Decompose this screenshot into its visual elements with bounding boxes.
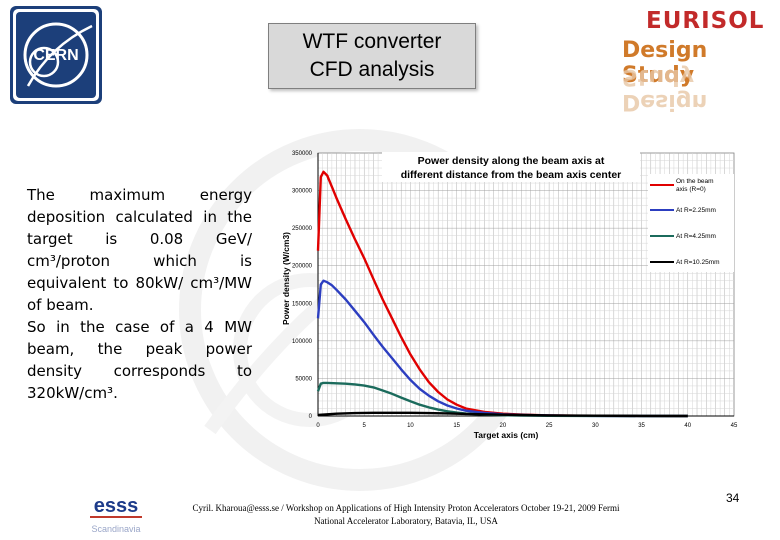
legend-label-1: On the beam (676, 178, 714, 185)
power-density-chart: 0 5 10 15 20 25 30 35 40 45 0 50000 100000 150000 2000… (281, 151, 738, 440)
legend-background (648, 174, 734, 272)
cern-logo: CERN (10, 6, 102, 104)
body-text: The maximum energy deposition calculated… (27, 184, 252, 404)
legend-label-1: axis (R=0) (676, 186, 706, 193)
body-paragraph-1: The maximum energy deposition calculated… (27, 186, 252, 314)
y-tick-label: 300000 (292, 189, 313, 195)
page-number: 34 (726, 491, 740, 505)
eurisol-logo-line-1: EURISOL (646, 8, 765, 34)
body-paragraph-2: So in the case of a 4 MW beam, the peak … (27, 318, 252, 402)
esss-logo: esss Scandinavia (90, 495, 142, 534)
y-tick-label: 350000 (292, 151, 313, 157)
x-tick-label: 25 (546, 423, 553, 429)
legend-label-2: At R=2.25mm (676, 207, 716, 214)
footer-line-1: Cyril. Kharoua@esss.se / Workshop on App… (192, 503, 620, 513)
footer-citation: Cyril. Kharoua@esss.se / Workshop on App… (146, 502, 666, 528)
eurisol-logo-line-2: Design Study (622, 38, 708, 88)
series-line-4 (317, 411, 688, 418)
x-tick-label: 0 (316, 423, 320, 429)
x-tick-label: 45 (731, 423, 738, 429)
x-tick-label: 40 (684, 423, 691, 429)
slide-title-line-1: WTF converter (302, 30, 442, 53)
eurisol-logo: EURISOL Design Study Design Study (618, 8, 768, 114)
esss-logo-text: esss (94, 495, 139, 517)
eurisol-logo-reflection: Design Study (622, 64, 708, 114)
x-tick-label: 30 (592, 423, 599, 429)
chart-title-background (382, 152, 640, 182)
y-tick-label: 100000 (292, 339, 313, 345)
slide-title-box: WTF converter CFD analysis (268, 23, 476, 89)
esss-logo-subtext: Scandinavia (91, 524, 140, 534)
y-tick-label: 200000 (292, 264, 313, 270)
chart-title-line-2: different distance from the beam axis ce… (401, 169, 622, 181)
slide-title-line-2: CFD analysis (309, 58, 435, 81)
y-tick-label: 0 (309, 414, 313, 420)
y-tick-label: 50000 (295, 376, 312, 382)
chart-ticks: 0 5 10 15 20 25 30 35 40 45 0 50000 100000 150000 2000… (281, 151, 738, 440)
footer-line-2: National Accelerator Laboratory, Batavia… (314, 516, 498, 526)
chart-series (316, 170, 688, 418)
y-axis-label: Power density (W/cm3) (281, 232, 291, 325)
legend-label-4: At R=10.25mm (676, 259, 720, 266)
cern-logo-text: CERN (33, 47, 78, 64)
x-tick-label: 5 (363, 423, 367, 429)
chart-title-line-1: Power density along the beam axis at (418, 155, 605, 167)
x-axis-label: Target axis (cm) (474, 430, 539, 440)
x-tick-label: 10 (407, 423, 414, 429)
y-tick-label: 150000 (292, 301, 313, 307)
x-tick-label: 35 (638, 423, 645, 429)
legend-label-3: At R=4.25mm (676, 233, 716, 240)
y-tick-label: 250000 (292, 226, 313, 232)
x-tick-label: 20 (500, 423, 507, 429)
chart-title-group: Power density along the beam axis at diff… (382, 152, 640, 182)
x-tick-label: 15 (453, 423, 460, 429)
